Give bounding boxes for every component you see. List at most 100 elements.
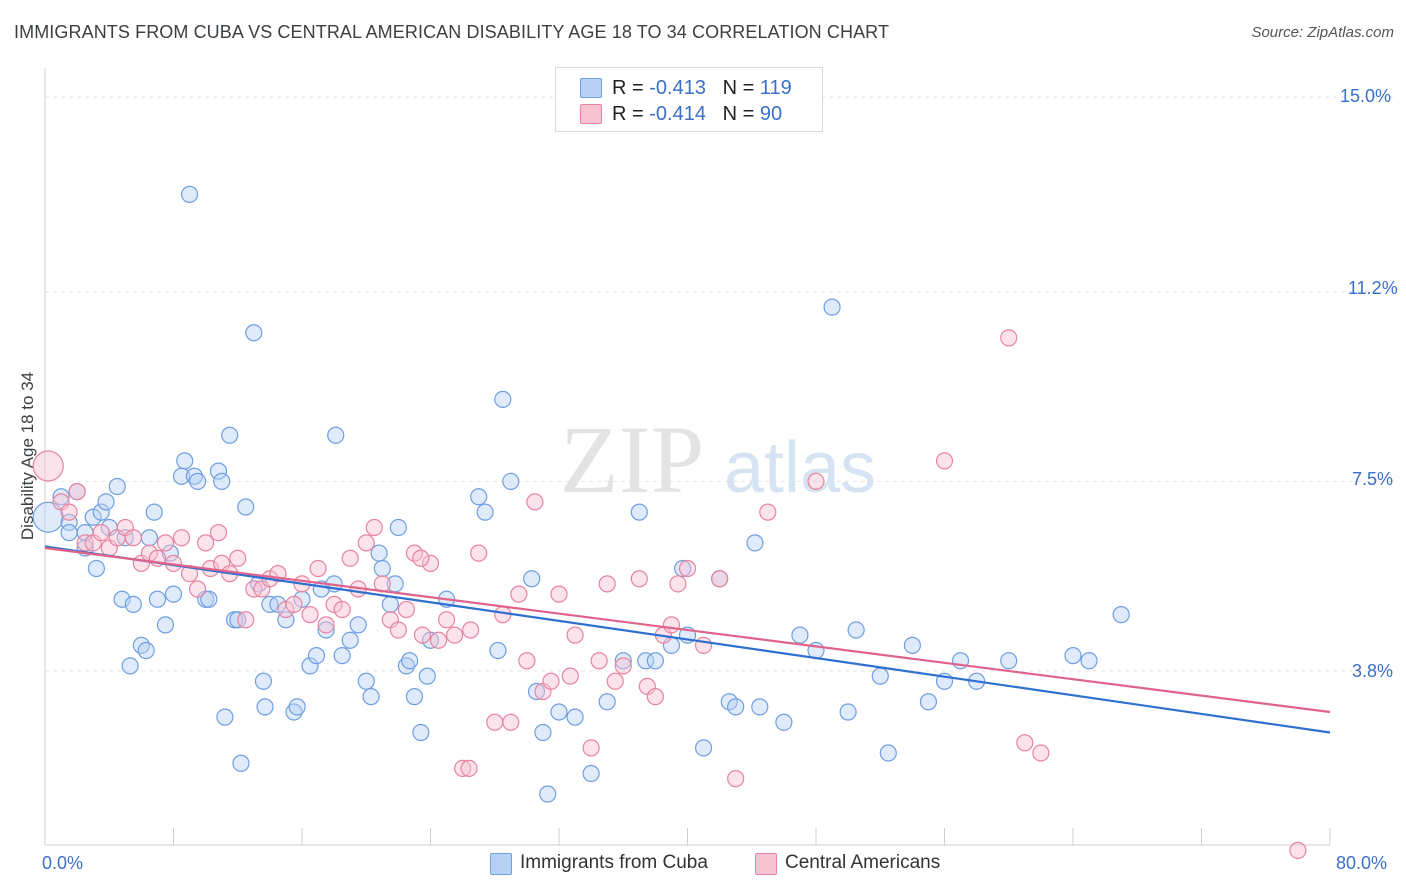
data-point [413,626,432,644]
trend-line [44,546,1331,714]
data-point [121,657,139,675]
axes [44,68,1331,846]
data-point [301,606,319,624]
legend-swatch-blue [580,78,602,98]
data-point [327,426,345,444]
data-point [357,672,375,690]
data-point [437,611,456,629]
data-point [148,590,167,608]
bottom-legend-label: Central Americans [785,852,941,873]
data-point [550,585,568,603]
data-point [1064,647,1082,665]
data-point [646,688,664,706]
data-point [389,621,407,639]
data-point [373,559,391,578]
data-point [502,472,520,490]
data-point [470,488,488,506]
data-point [460,759,478,777]
data-point [662,616,681,634]
stats-legend: R = -0.413 N = 119 R = -0.414 N = 90 [555,67,823,132]
data-point [694,739,713,757]
data-point [140,529,159,547]
data-point [614,652,632,670]
data-point [333,600,351,619]
data-point [32,450,64,482]
bottom-legend-label: Immigrants from Cuba [520,852,708,873]
source-label: Source: ZipAtlas.com [1251,24,1394,41]
data-point [108,477,126,496]
data-point [209,524,228,542]
legend-r-label: R = [612,103,650,125]
data-point [209,462,228,480]
data-point [494,390,512,408]
data-point [727,698,745,716]
data-point [213,472,231,490]
data-point [256,698,274,716]
legend-r-label: R = [612,77,650,99]
legend-n-value: 90 [759,103,783,125]
data-point [598,693,616,711]
bottom-legend-swatch-blue [490,853,512,875]
data-point [370,544,388,562]
data-point [1112,606,1130,624]
data-point [254,672,273,690]
y-tick-label: 15.0% [1340,86,1392,106]
data-point [180,185,199,203]
data-point [919,693,938,711]
data-point [630,570,648,588]
data-point [97,493,115,511]
data-point [518,652,536,670]
data-point [566,708,584,726]
data-point [362,688,380,706]
data-point [288,698,306,716]
data-point [188,472,207,490]
data-point [172,529,191,547]
data-point [317,616,335,634]
data-point [401,652,419,670]
data-point [678,559,697,578]
legend-n-label: N = [722,103,760,125]
data-point [606,672,624,690]
data-point [674,559,692,578]
data-point [156,616,175,634]
data-point [389,518,407,537]
data-point [124,529,142,547]
data-point [137,641,155,660]
data-point [245,324,263,342]
data-point [489,641,507,660]
data-point [539,785,557,803]
data-point [365,518,383,537]
legend-swatch-pink [580,104,602,124]
data-point [52,488,70,506]
legend-n-value: 119 [759,77,792,99]
data-point [412,723,430,742]
data-point [113,590,131,608]
x-min-label: 0.0% [42,853,84,873]
data-point [176,452,194,470]
data-point [156,534,175,552]
data-point [823,298,841,316]
data-point [534,723,552,742]
data-point [746,534,764,552]
data-point [237,611,255,629]
legend-n-label: N = [722,77,760,99]
data-point [229,549,247,567]
data-point [523,570,541,588]
data-point [527,682,546,701]
data-point [454,759,472,777]
data-point [598,575,616,593]
data-point [185,467,203,485]
data-point [397,657,416,675]
data-point [646,652,664,670]
y-tick-label: 11.2% [1348,278,1398,298]
data-point [92,524,110,542]
data-point [429,631,448,649]
y-tick-label: 3.8% [1352,661,1394,681]
data-point [630,503,648,521]
data-point [445,626,464,644]
data-point [421,554,440,572]
data-point [462,621,480,639]
data-point [232,754,250,772]
y-tick-label: 7.5% [1352,469,1394,489]
chart-title: IMMIGRANTS FROM CUBA VS CENTRAL AMERICAN… [14,22,890,42]
